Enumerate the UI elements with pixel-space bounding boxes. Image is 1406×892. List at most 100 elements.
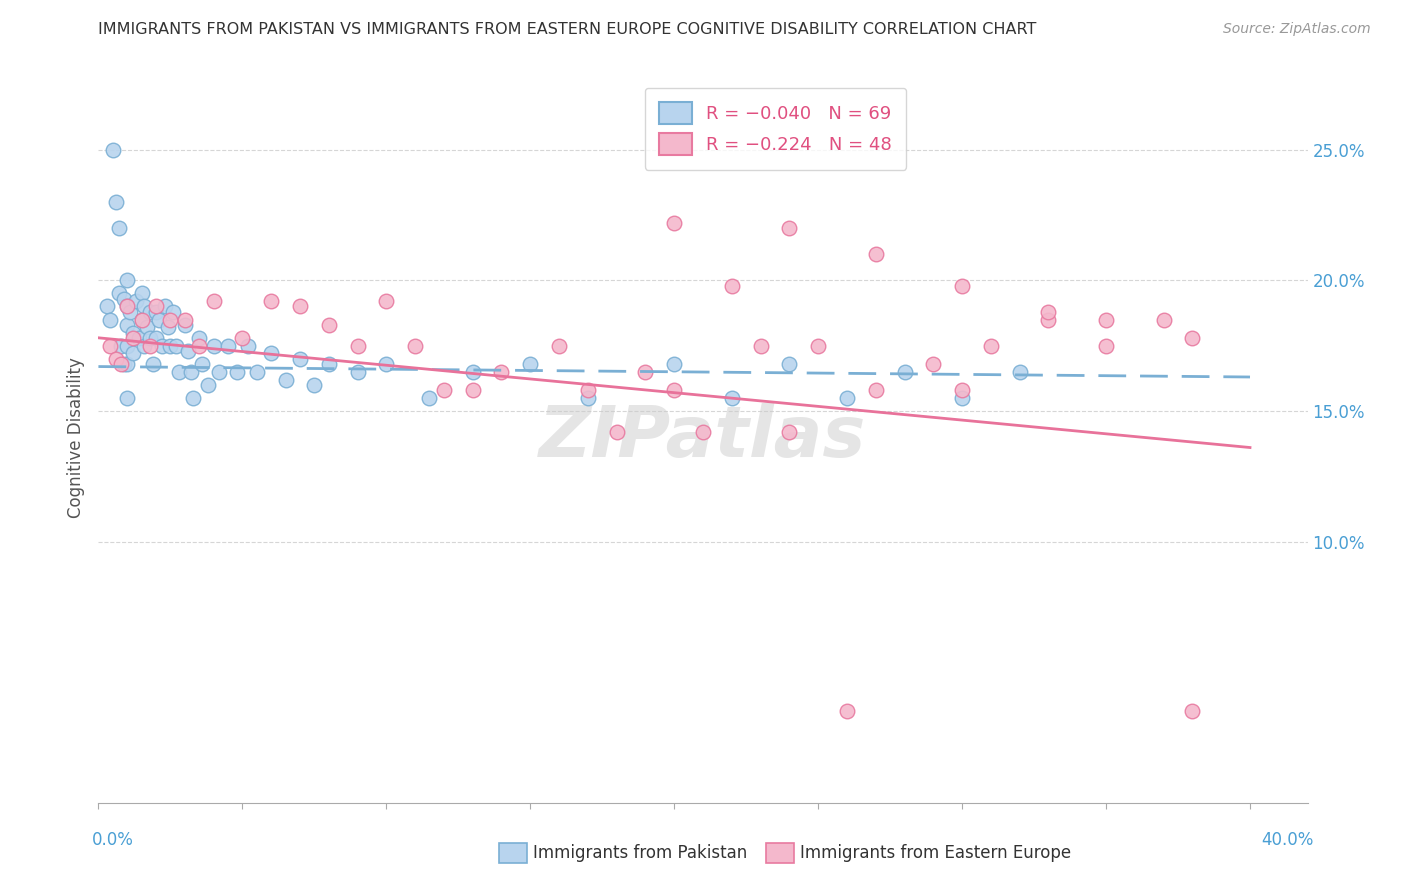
Point: [173, 318, 195, 332]
Point: [318, 357, 340, 371]
Point: [115, 357, 138, 371]
Point: [950, 391, 973, 405]
Point: [115, 300, 138, 314]
Point: [112, 357, 135, 371]
Point: [110, 357, 132, 371]
Point: [110, 339, 132, 353]
Point: [98, 339, 121, 353]
Point: [778, 357, 800, 371]
Point: [145, 331, 167, 345]
Point: [225, 365, 247, 379]
Point: [197, 377, 219, 392]
Point: [165, 339, 187, 353]
Point: [664, 216, 686, 230]
Point: [188, 331, 211, 345]
Point: [922, 357, 945, 371]
Text: Immigrants from Pakistan: Immigrants from Pakistan: [533, 844, 747, 862]
Point: [231, 331, 253, 345]
Y-axis label: Cognitive Disability: Cognitive Disability: [66, 357, 84, 517]
Point: [104, 351, 127, 366]
Point: [1153, 312, 1175, 326]
Legend: R = −0.040   N = 69, R = −0.224   N = 48: R = −0.040 N = 69, R = −0.224 N = 48: [645, 87, 907, 169]
Point: [236, 339, 259, 353]
Point: [139, 331, 162, 345]
Point: [217, 339, 239, 353]
Point: [1181, 331, 1204, 345]
Point: [115, 273, 138, 287]
Point: [778, 425, 800, 439]
Point: [260, 346, 283, 360]
Point: [664, 357, 686, 371]
Point: [145, 300, 167, 314]
Point: [318, 318, 340, 332]
Point: [101, 143, 124, 157]
Point: [120, 304, 142, 318]
Point: [865, 383, 887, 397]
Point: [288, 300, 311, 314]
Point: [188, 339, 211, 353]
Point: [202, 339, 225, 353]
Point: [145, 304, 167, 318]
Point: [104, 194, 127, 209]
Point: [122, 326, 145, 340]
Point: [749, 339, 772, 353]
Point: [519, 357, 541, 371]
Point: [139, 339, 162, 353]
Point: [159, 339, 181, 353]
Point: [131, 286, 153, 301]
Point: [893, 365, 915, 379]
Point: [304, 377, 326, 392]
Point: [491, 365, 513, 379]
Point: [134, 339, 156, 353]
Point: [159, 312, 181, 326]
Point: [183, 391, 205, 405]
Point: [576, 391, 599, 405]
Point: [461, 365, 484, 379]
Point: [107, 221, 129, 235]
Point: [162, 304, 184, 318]
Point: [136, 320, 159, 334]
Point: [173, 312, 195, 326]
Point: [128, 331, 150, 345]
Point: [950, 278, 973, 293]
Point: [720, 278, 742, 293]
Point: [375, 294, 398, 309]
Point: [115, 300, 138, 314]
Text: 40.0%: 40.0%: [1261, 830, 1313, 848]
Point: [176, 343, 198, 358]
Point: [150, 339, 173, 353]
Point: [634, 365, 657, 379]
Point: [131, 312, 153, 326]
Point: [418, 391, 440, 405]
Point: [191, 357, 214, 371]
Point: [274, 373, 297, 387]
Point: [807, 339, 830, 353]
Point: [1038, 304, 1060, 318]
Point: [125, 294, 148, 309]
Point: [720, 391, 742, 405]
Point: [664, 383, 686, 397]
Point: [835, 391, 858, 405]
Point: [548, 339, 571, 353]
Point: [1095, 339, 1118, 353]
Point: [115, 339, 138, 353]
Point: [778, 221, 800, 235]
Point: [346, 365, 368, 379]
Point: [692, 425, 714, 439]
Point: [131, 312, 153, 326]
Point: [115, 318, 138, 332]
Point: [260, 294, 283, 309]
Point: [122, 331, 145, 345]
Point: [139, 304, 162, 318]
Point: [107, 286, 129, 301]
Point: [134, 300, 156, 314]
Point: [835, 705, 858, 719]
Point: [865, 247, 887, 261]
Text: 0.0%: 0.0%: [93, 830, 134, 848]
Point: [148, 312, 170, 326]
Point: [208, 365, 231, 379]
Point: [288, 351, 311, 366]
Point: [115, 391, 138, 405]
Point: [576, 383, 599, 397]
Text: IMMIGRANTS FROM PAKISTAN VS IMMIGRANTS FROM EASTERN EUROPE COGNITIVE DISABILITY : IMMIGRANTS FROM PAKISTAN VS IMMIGRANTS F…: [98, 22, 1036, 37]
